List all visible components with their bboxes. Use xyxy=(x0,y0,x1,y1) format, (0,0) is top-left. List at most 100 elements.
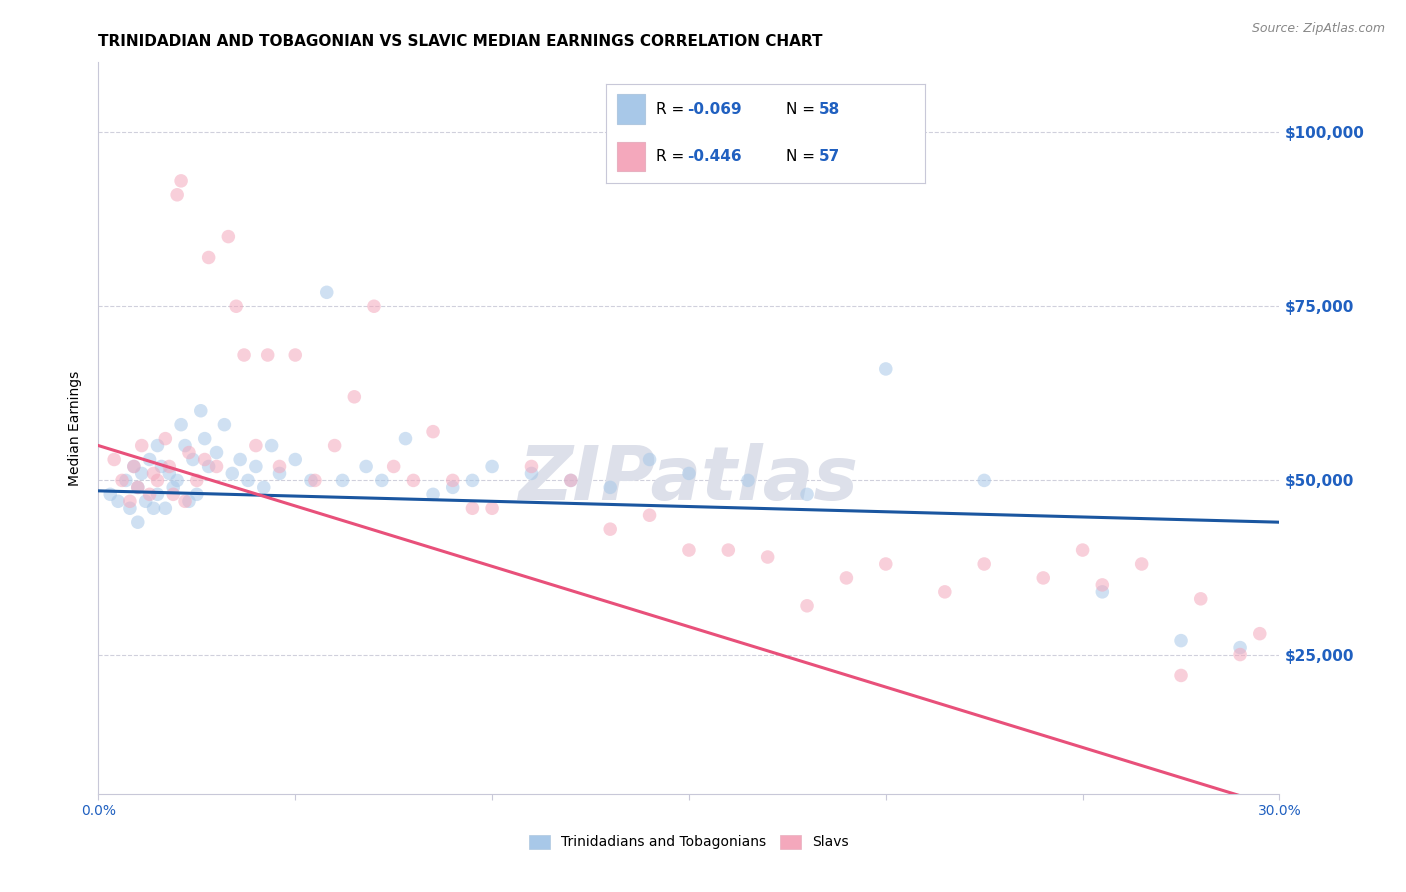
Legend: Trinidadians and Tobagonians, Slavs: Trinidadians and Tobagonians, Slavs xyxy=(522,828,856,856)
Point xyxy=(441,480,464,494)
Point xyxy=(973,557,995,571)
Point xyxy=(229,452,252,467)
Point xyxy=(166,187,188,202)
Point xyxy=(461,501,484,516)
Point xyxy=(260,439,283,453)
Point xyxy=(146,439,169,453)
Point xyxy=(304,474,326,488)
Text: TRINIDADIAN AND TOBAGONIAN VS SLAVIC MEDIAN EARNINGS CORRELATION CHART: TRINIDADIAN AND TOBAGONIAN VS SLAVIC MED… xyxy=(98,34,823,49)
Point xyxy=(284,452,307,467)
Point xyxy=(835,571,858,585)
Point xyxy=(973,474,995,488)
Point xyxy=(481,459,503,474)
Point xyxy=(1249,626,1271,640)
Point xyxy=(177,494,200,508)
Point xyxy=(194,452,217,467)
Point xyxy=(269,459,291,474)
Point xyxy=(177,445,200,459)
Point xyxy=(150,459,173,474)
Point xyxy=(170,417,193,432)
Point xyxy=(678,467,700,481)
Point xyxy=(1189,591,1212,606)
Point xyxy=(214,417,236,432)
Point xyxy=(122,459,145,474)
Point xyxy=(299,474,322,488)
Point xyxy=(1032,571,1054,585)
Point xyxy=(157,467,180,481)
Point xyxy=(332,474,354,488)
Point xyxy=(107,494,129,508)
Point xyxy=(174,439,197,453)
Point xyxy=(118,494,141,508)
Point xyxy=(174,494,197,508)
Point xyxy=(190,403,212,417)
Point xyxy=(181,452,204,467)
Point xyxy=(127,515,149,529)
Point xyxy=(197,459,219,474)
Point xyxy=(146,474,169,488)
Point xyxy=(162,487,184,501)
Point xyxy=(638,508,661,523)
Point xyxy=(103,452,125,467)
Point xyxy=(217,229,239,244)
Point xyxy=(1229,648,1251,662)
Point xyxy=(162,480,184,494)
Point xyxy=(441,474,464,488)
Point xyxy=(1071,543,1094,558)
Point xyxy=(315,285,337,300)
Point xyxy=(422,425,444,439)
Point xyxy=(225,299,247,313)
Point xyxy=(157,459,180,474)
Point xyxy=(205,445,228,459)
Point xyxy=(520,467,543,481)
Point xyxy=(1130,557,1153,571)
Point xyxy=(245,439,267,453)
Point xyxy=(135,494,157,508)
Point xyxy=(481,501,503,516)
Point xyxy=(1091,585,1114,599)
Point xyxy=(197,251,219,265)
Point xyxy=(221,467,243,481)
Point xyxy=(155,501,177,516)
Point xyxy=(934,585,956,599)
Point xyxy=(638,452,661,467)
Point xyxy=(98,487,121,501)
Point xyxy=(1229,640,1251,655)
Text: ZIPatlas: ZIPatlas xyxy=(519,442,859,516)
Point xyxy=(323,439,346,453)
Point xyxy=(717,543,740,558)
Point xyxy=(205,459,228,474)
Point xyxy=(284,348,307,362)
Point xyxy=(186,474,208,488)
Text: Source: ZipAtlas.com: Source: ZipAtlas.com xyxy=(1251,22,1385,36)
Point xyxy=(1170,633,1192,648)
Point xyxy=(142,467,165,481)
Point xyxy=(131,467,153,481)
Point xyxy=(394,432,416,446)
Point xyxy=(253,480,276,494)
Point xyxy=(245,459,267,474)
Point xyxy=(269,467,291,481)
Point xyxy=(131,439,153,453)
Point xyxy=(170,174,193,188)
Point xyxy=(756,549,779,564)
Point xyxy=(146,487,169,501)
Point xyxy=(256,348,278,362)
Point xyxy=(186,487,208,501)
Point xyxy=(127,480,149,494)
Point xyxy=(599,522,621,536)
Point xyxy=(363,299,385,313)
Point xyxy=(875,557,897,571)
Point xyxy=(343,390,366,404)
Point xyxy=(422,487,444,501)
Point xyxy=(115,474,138,488)
Point xyxy=(1091,578,1114,592)
Point xyxy=(111,474,134,488)
Point xyxy=(354,459,377,474)
Point xyxy=(1170,668,1192,682)
Point xyxy=(138,487,160,501)
Point xyxy=(382,459,405,474)
Point xyxy=(599,480,621,494)
Point xyxy=(875,362,897,376)
Point xyxy=(118,501,141,516)
